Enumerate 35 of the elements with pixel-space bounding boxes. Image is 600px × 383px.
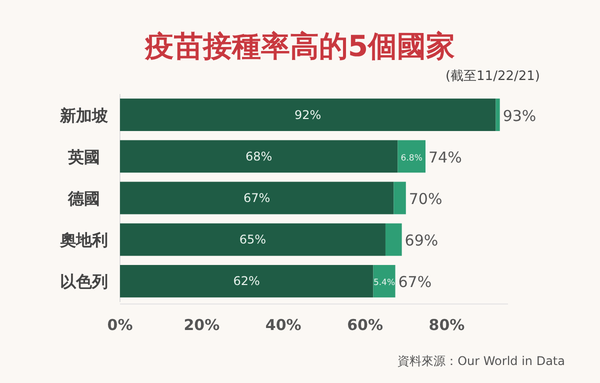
bar bbox=[496, 98, 500, 132]
data-label: 68% bbox=[246, 149, 272, 164]
data-label: 6.8% bbox=[400, 153, 422, 164]
x-tick-label: 40% bbox=[265, 316, 302, 334]
x-tick-label: 80% bbox=[428, 316, 465, 334]
y-tick-label: 奧地利 bbox=[59, 230, 108, 250]
y-tick-label: 新加坡 bbox=[59, 106, 109, 125]
total-label: 70% bbox=[408, 190, 442, 208]
bar bbox=[120, 140, 398, 173]
data-label: 67% bbox=[243, 191, 270, 205]
y-tick-label: 德國 bbox=[67, 189, 100, 208]
chart-title: 疫苗接種率高的5個國家 bbox=[144, 29, 456, 63]
bar bbox=[373, 264, 396, 298]
total-label: 69% bbox=[404, 232, 438, 250]
bar bbox=[120, 223, 386, 256]
x-tick-label: 60% bbox=[347, 316, 384, 334]
y-tick-label: 英國 bbox=[67, 147, 100, 166]
bar bbox=[120, 182, 394, 214]
bar bbox=[120, 98, 496, 132]
bar bbox=[398, 140, 426, 173]
data-label: 65% bbox=[239, 232, 266, 247]
data-label: 5.4% bbox=[373, 278, 396, 288]
y-tick-label: 以色列 bbox=[60, 272, 108, 292]
bar bbox=[394, 182, 406, 214]
total-label: 74% bbox=[428, 148, 462, 166]
source-note: 資料來源：Our World in Data bbox=[398, 354, 565, 368]
data-label: 92% bbox=[294, 108, 322, 122]
x-tick-label: 20% bbox=[184, 316, 220, 334]
bar bbox=[385, 223, 402, 256]
bar bbox=[120, 264, 374, 298]
x-tick-label: 0% bbox=[107, 316, 133, 334]
data-label: 62% bbox=[233, 274, 260, 288]
total-label: 67% bbox=[398, 273, 432, 292]
chart-subtitle: (截至11/22/21) bbox=[445, 69, 540, 84]
total-label: 93% bbox=[502, 106, 536, 125]
